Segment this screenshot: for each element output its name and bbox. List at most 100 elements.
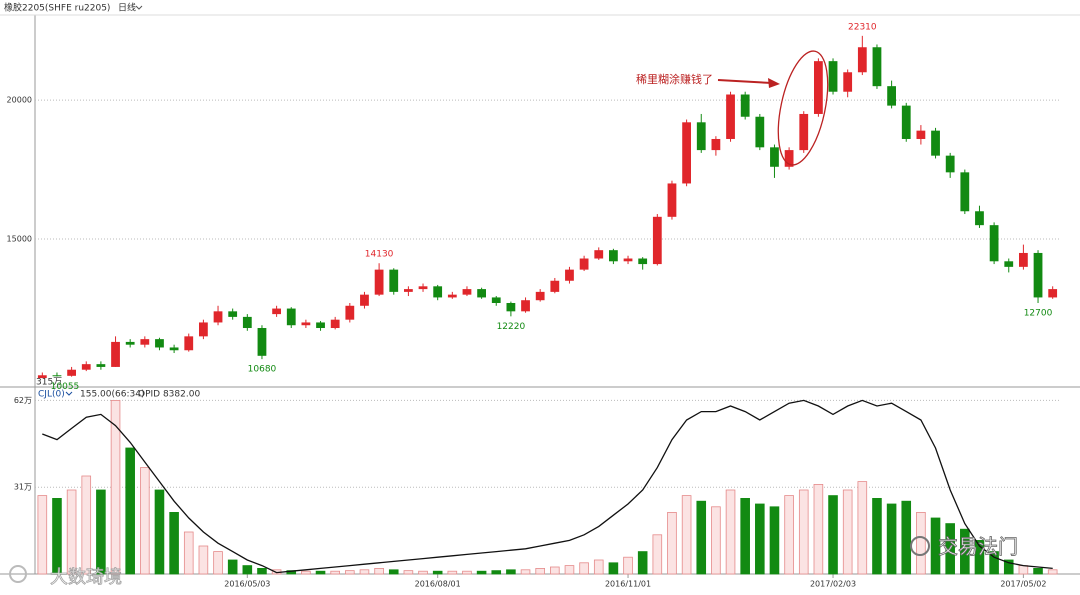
volume-bar — [403, 570, 414, 575]
candle-body — [169, 347, 179, 351]
volume-bar — [169, 512, 179, 575]
extreme-label: 10680 — [248, 365, 277, 375]
period-dropdown-icon[interactable] — [135, 5, 143, 10]
volume-bar — [886, 503, 897, 575]
candle-body — [52, 375, 62, 377]
volume-bar — [154, 489, 165, 575]
volume-bar — [388, 569, 399, 575]
indicator-dropdown-icon[interactable] — [65, 391, 73, 396]
oi-readout: OPID 8382.00 — [138, 390, 200, 400]
volume-bar — [593, 559, 604, 575]
volume-bar — [579, 562, 589, 575]
volume-bar — [696, 500, 707, 575]
candle-body — [316, 322, 325, 329]
candle-body — [989, 225, 999, 262]
volume-bar — [52, 497, 62, 575]
candle-body — [682, 122, 691, 184]
period-selector[interactable]: 日线 — [118, 2, 136, 14]
volume-bar — [345, 570, 355, 575]
volume-bar — [301, 570, 311, 575]
volume-bar — [784, 495, 794, 575]
candle-body — [535, 291, 545, 301]
extreme-label: 12700 — [1024, 308, 1053, 318]
volume-bar — [828, 495, 838, 575]
volume-tick-label: 62万 — [14, 396, 32, 405]
candle-body — [901, 105, 911, 139]
volume-bar — [637, 551, 648, 575]
x-tick-label: 2017/05/02 — [1000, 580, 1046, 589]
volume-bar — [1047, 569, 1058, 575]
volume-bar — [652, 534, 663, 575]
candle-body — [37, 375, 47, 379]
candle-body — [477, 289, 486, 298]
candle-body — [1033, 252, 1043, 298]
candle-body — [404, 289, 413, 292]
candle-body — [242, 316, 252, 329]
volume-bar — [374, 568, 384, 575]
candle-body — [491, 297, 501, 303]
watermark-logo — [9, 565, 27, 583]
indicator-name[interactable]: CJL(0) — [38, 390, 65, 400]
volume-bar — [110, 399, 121, 575]
volume-bar — [798, 489, 809, 575]
extreme-label: 10055 — [51, 382, 80, 392]
candle-body — [125, 341, 135, 345]
candle-body — [447, 294, 457, 298]
candle-body — [67, 369, 76, 376]
volume-bar — [535, 568, 545, 575]
candle-body — [931, 130, 940, 156]
candle-body — [81, 364, 91, 370]
volume-bar — [37, 495, 48, 575]
candle-body — [155, 339, 164, 348]
volume-tick-label: 31万 — [14, 483, 32, 492]
candle-body — [843, 72, 853, 92]
volume-bar — [462, 570, 472, 575]
candle-body — [916, 130, 926, 139]
candle-body — [96, 364, 106, 367]
volume-bar — [564, 565, 575, 575]
volume-bar — [960, 528, 970, 575]
candle-body — [213, 311, 223, 323]
x-tick-label: 2016/08/01 — [415, 580, 461, 589]
extreme-label: 14130 — [365, 250, 394, 260]
volume-bar — [198, 545, 209, 575]
volume-bar — [1003, 559, 1014, 575]
volume-bar — [740, 497, 750, 575]
volume-bar — [66, 489, 77, 575]
watermark-logo — [910, 536, 930, 556]
candle-body — [550, 280, 560, 292]
candle-body — [609, 250, 618, 262]
candle-body — [506, 302, 516, 312]
candle-body — [770, 147, 779, 167]
volume-bar — [432, 570, 443, 575]
x-tick-label: 2017/02/03 — [810, 580, 856, 589]
volume-bar — [257, 568, 267, 575]
candle-body — [594, 250, 604, 259]
candle-body — [184, 336, 194, 351]
candle-body — [667, 183, 677, 217]
watermark: 交易法门 — [938, 535, 1018, 559]
candle-body — [740, 94, 750, 117]
candle-body — [228, 311, 238, 317]
candle-body — [199, 322, 208, 337]
chart-title: 橡胶2205(SHFE ru2205) — [4, 2, 110, 14]
candle-body — [799, 113, 809, 151]
candle-body — [638, 258, 648, 265]
candle-body — [360, 294, 369, 306]
candle-body — [418, 286, 428, 290]
volume-bar — [227, 559, 238, 575]
candle-body — [140, 339, 150, 345]
volume-bar — [242, 565, 253, 575]
candle-body — [652, 216, 662, 265]
volume-bar — [667, 512, 677, 575]
y-tick-label: 20000 — [7, 96, 32, 105]
candle-body — [433, 286, 443, 298]
volume-bar — [491, 570, 502, 575]
candle-body — [111, 341, 120, 367]
candle-body — [345, 305, 355, 320]
candle-body — [623, 258, 633, 262]
x-tick-label: 2016/11/01 — [605, 580, 651, 589]
volume-bar — [769, 506, 780, 575]
